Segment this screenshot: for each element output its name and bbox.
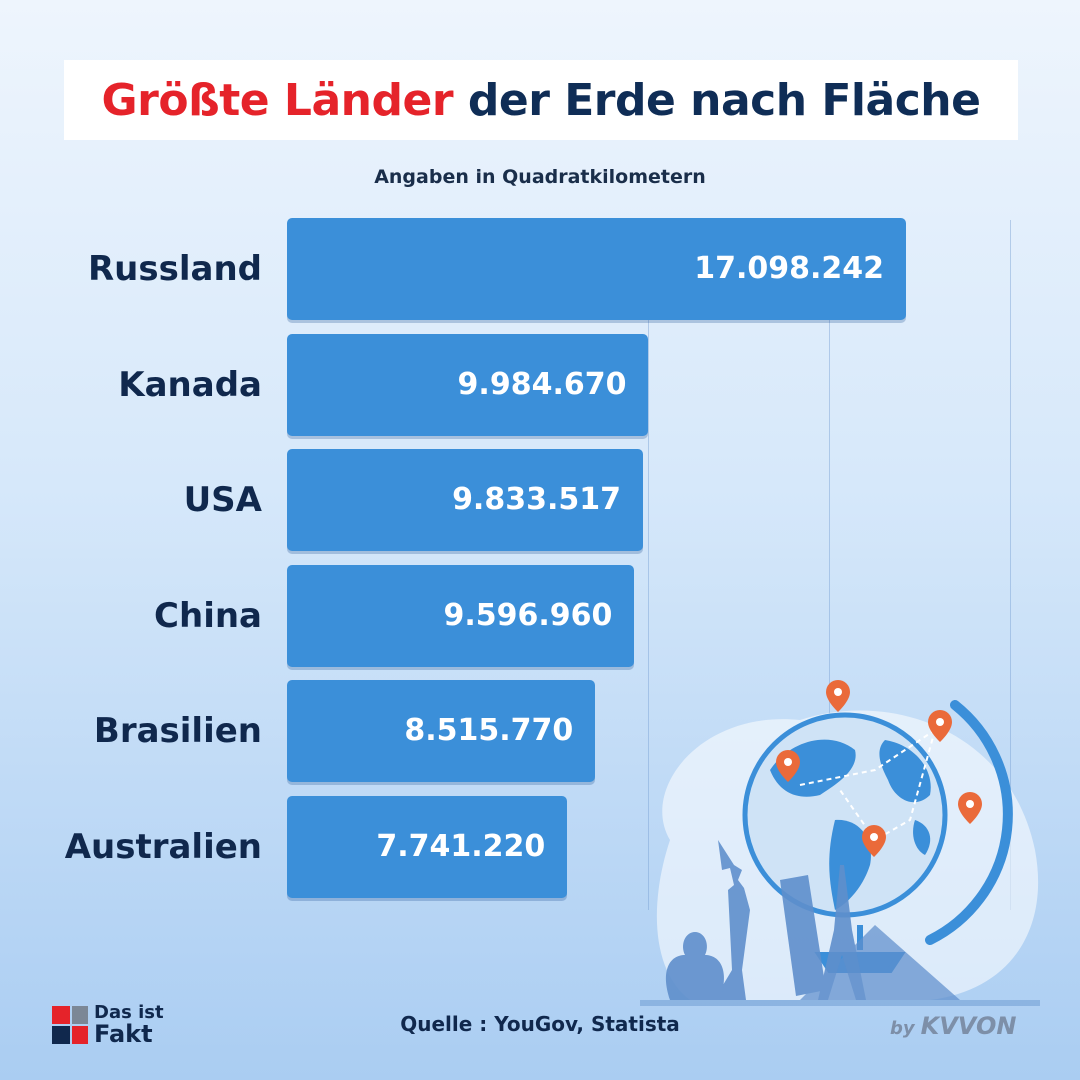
bar-value-label: 8.515.770 (404, 713, 574, 749)
globe-landmarks-illustration (640, 680, 1040, 1006)
bar: 7.741.220 (287, 796, 568, 898)
brand-name: KVVON (920, 1012, 1017, 1040)
bar-value-label: 7.741.220 (376, 829, 546, 864)
source-note: Quelle : YouGov, Statista (400, 1012, 680, 1036)
category-label: Kanada (118, 364, 262, 405)
logo-line-1: Das ist (94, 1002, 164, 1023)
statue-of-liberty-icon (714, 840, 750, 1000)
bar-value-label: 9.984.670 (457, 366, 627, 402)
bar-value-label: 9.833.517 (452, 482, 621, 518)
bar-value-label: 9.596.960 (443, 597, 613, 633)
bar: 9.984.670 (287, 333, 649, 436)
category-label: Australien (64, 827, 262, 867)
bar: 17.098.242 (287, 218, 906, 320)
bar: 9.833.517 (287, 449, 643, 552)
brand-by: by (890, 1018, 915, 1039)
title-highlight: Größte Länder (101, 74, 454, 126)
gridline (648, 220, 649, 910)
gridline (829, 220, 830, 910)
chart-title: Größte Länder der Erde nach Fläche (102, 75, 981, 126)
brand-credit: by KVVON (890, 1012, 1016, 1040)
das-ist-fakt-logo: Das ist Fakt (50, 998, 190, 1048)
location-pin-icon (776, 680, 982, 857)
gridline (1010, 220, 1011, 910)
category-label: USA (183, 480, 262, 521)
category-label: Brasilien (93, 711, 262, 752)
category-label: Russland (87, 249, 262, 289)
title-banner: Größte Länder der Erde nach Fläche (64, 60, 1018, 140)
leaning-tower-icon (780, 875, 826, 996)
pyramid-icon (800, 925, 960, 1000)
buddha-statue-icon (665, 932, 725, 1000)
chart-subtitle: Angaben in Quadratkilometern (374, 166, 706, 188)
title-rest: der Erde nach Fläche (467, 74, 981, 126)
category-label: China (154, 595, 262, 636)
logo-mark-icon (52, 1006, 88, 1044)
bar-value-label: 17.098.242 (694, 251, 884, 286)
bar: 9.596.960 (287, 564, 635, 667)
logo-line-2: Fakt (94, 1020, 153, 1048)
bar: 8.515.770 (287, 680, 596, 783)
